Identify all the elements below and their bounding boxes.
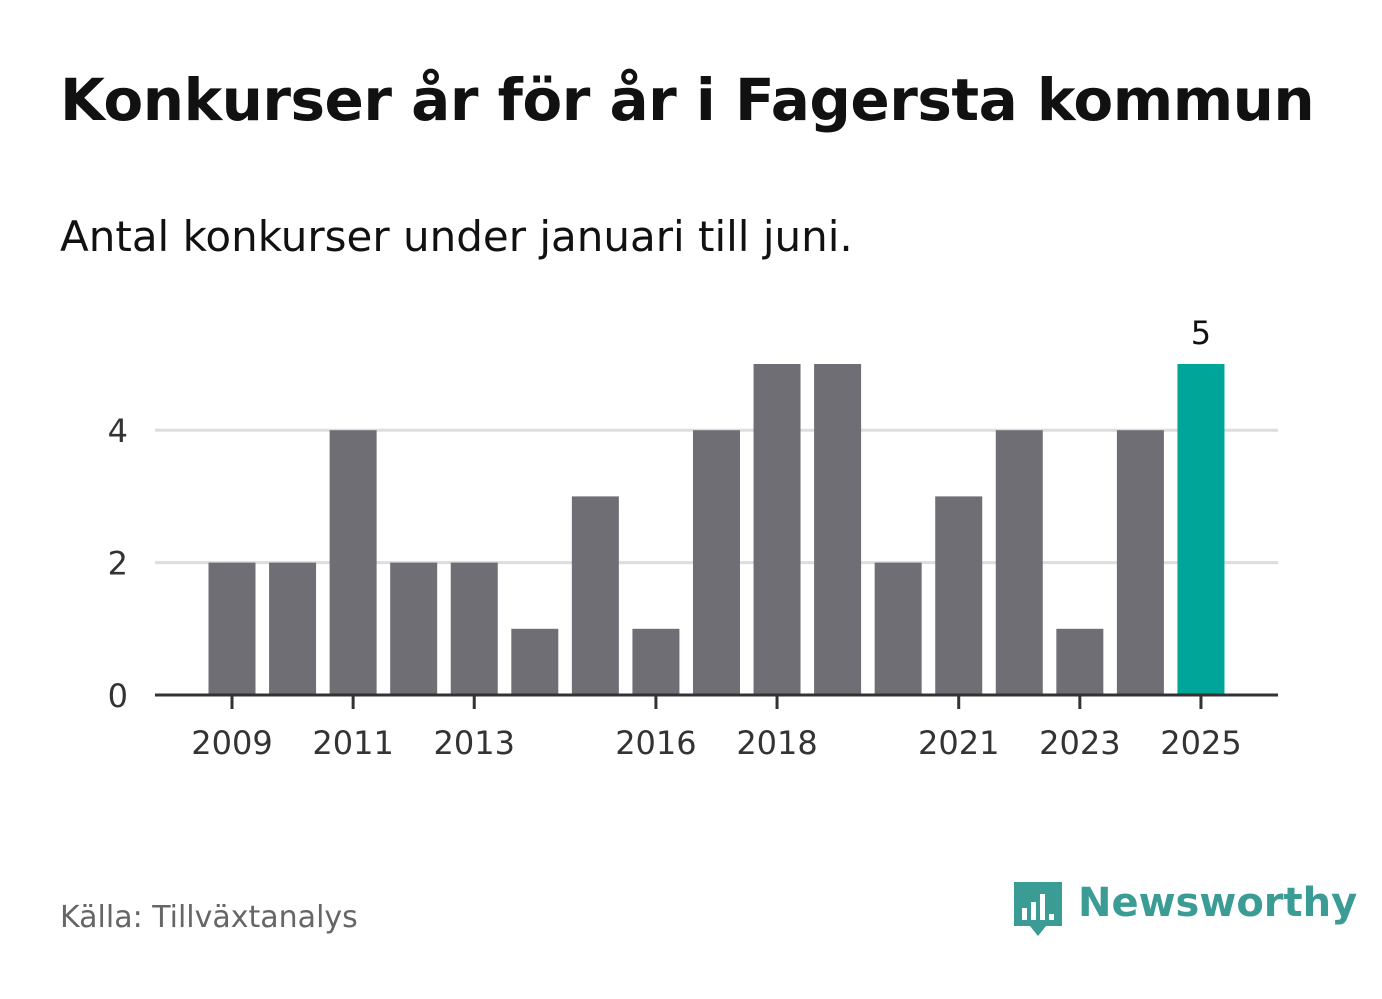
x-tick-label-2016: 2016 xyxy=(615,724,696,762)
bar-2020 xyxy=(874,562,922,695)
bar-2015 xyxy=(571,496,619,695)
bar-2013 xyxy=(450,562,498,695)
x-tick-label-2025: 2025 xyxy=(1160,724,1241,762)
x-tick-label-2023: 2023 xyxy=(1039,724,1120,762)
bars xyxy=(208,364,1225,695)
brand-name: Newsworthy xyxy=(1078,880,1358,926)
x-tick-label-2011: 2011 xyxy=(312,724,393,762)
bar-2019 xyxy=(814,364,862,695)
x-tick-label-2009: 2009 xyxy=(191,724,272,762)
bar-2016 xyxy=(632,628,680,695)
data-label-2025: 5 xyxy=(1191,314,1211,352)
bar-2012 xyxy=(390,562,438,695)
bar-2011 xyxy=(329,430,377,695)
bar-2023 xyxy=(1056,628,1104,695)
x-tick-label-2018: 2018 xyxy=(736,724,817,762)
bar-chart-speech-bubble-icon xyxy=(1014,882,1062,936)
bar-2014 xyxy=(511,628,559,695)
bar-2022 xyxy=(995,430,1043,695)
bar-2017 xyxy=(692,430,740,695)
y-tick-label-4: 4 xyxy=(108,412,128,450)
axes xyxy=(155,693,1278,709)
bar-2024 xyxy=(1116,430,1164,695)
y-tick-label-2: 2 xyxy=(108,545,128,583)
chart-subtitle: Antal konkurser under januari till juni. xyxy=(60,212,853,261)
bar-2025 xyxy=(1177,364,1225,695)
bar-2018 xyxy=(753,364,801,695)
bar-2009 xyxy=(208,562,256,695)
x-tick-label-2013: 2013 xyxy=(434,724,515,762)
y-tick-label-0: 0 xyxy=(108,677,128,715)
source-note: Källa: Tillväxtanalys xyxy=(60,900,358,935)
chart-title: Konkurser år för år i Fagersta kommun xyxy=(60,66,1315,134)
bar-2010 xyxy=(269,562,317,695)
tick-labels: 0 2 4 5 2009 2011 2013 2016 2018 2021 2023 2025 xyxy=(108,314,1242,762)
brand-logo: Newsworthy xyxy=(1010,878,1357,940)
x-tick-label-2021: 2021 xyxy=(918,724,999,762)
bar-2021 xyxy=(935,496,983,695)
